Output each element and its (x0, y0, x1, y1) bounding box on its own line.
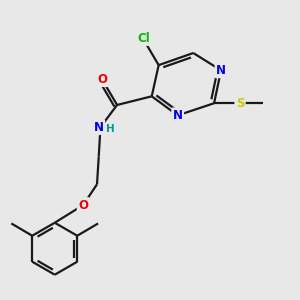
Text: O: O (78, 199, 88, 212)
Text: N: N (173, 109, 183, 122)
Text: Cl: Cl (137, 32, 150, 44)
Text: N: N (216, 64, 226, 77)
Text: H: H (106, 124, 115, 134)
Text: O: O (97, 73, 107, 85)
Text: N: N (94, 121, 104, 134)
Text: S: S (236, 97, 244, 110)
